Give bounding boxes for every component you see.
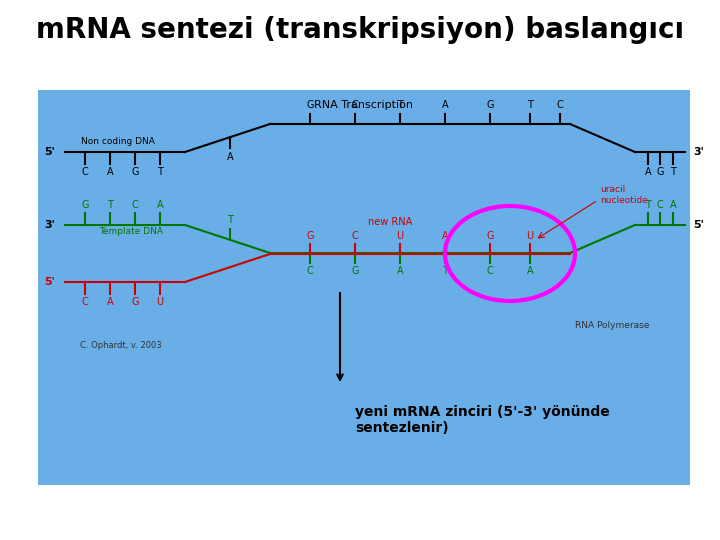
Text: mRNA sentezi (transkripsiyon) baslangıcı: mRNA sentezi (transkripsiyon) baslangıcı [36,16,684,44]
Text: G: G [81,200,89,210]
Text: Template DNA: Template DNA [99,226,163,235]
Text: U: U [156,297,163,307]
Text: yeni mRNA zinciri (5'-3' yönünde
sentezlenir): yeni mRNA zinciri (5'-3' yönünde sentezl… [355,405,610,435]
Text: C: C [487,266,493,276]
Text: 3': 3' [44,220,55,230]
Text: G: G [351,266,359,276]
Text: G: G [306,231,314,241]
Text: C: C [351,231,359,241]
Text: A: A [107,297,113,307]
Text: 5': 5' [44,277,55,287]
Text: T: T [397,100,403,110]
Text: C: C [657,200,663,210]
Text: 3': 3' [693,147,704,157]
Bar [38,90,690,485]
Text: A: A [670,200,676,210]
Text: C: C [132,200,138,210]
Text: T: T [645,200,651,210]
Text: A: A [157,200,163,210]
Text: A: A [441,100,449,110]
Text: T: T [227,215,233,225]
Text: C: C [307,266,313,276]
Text: 5': 5' [44,147,55,157]
Text: C: C [81,297,89,307]
Text: 5': 5' [693,220,704,230]
Text: T: T [442,266,448,276]
Text: A: A [644,167,652,177]
Text: A: A [397,266,403,276]
Text: A: A [527,266,534,276]
Text: C: C [81,167,89,177]
Text: RNA Polymerase: RNA Polymerase [575,321,649,329]
Text: C. Ophardt, v. 2003: C. Ophardt, v. 2003 [80,341,161,349]
Text: G: G [486,100,494,110]
Text: A: A [441,231,449,241]
Text: T: T [670,167,676,177]
Text: U: U [397,231,404,241]
Text: RNA Transcription: RNA Transcription [315,100,413,110]
Text: T: T [527,100,533,110]
Text: G: G [306,100,314,110]
Text: T: T [157,167,163,177]
Text: G: G [486,231,494,241]
Text: G: G [656,167,664,177]
Text: C: C [557,100,563,110]
Text: T: T [107,200,113,210]
Text: G: G [131,297,139,307]
Text: new RNA: new RNA [368,217,412,227]
Text: uracil
nucleotide: uracil nucleotide [600,185,648,205]
Text: A: A [227,152,233,162]
Text: G: G [131,167,139,177]
Text: U: U [526,231,534,241]
Text: C: C [351,100,359,110]
Text: Non coding DNA: Non coding DNA [81,138,155,146]
Text: A: A [107,167,113,177]
